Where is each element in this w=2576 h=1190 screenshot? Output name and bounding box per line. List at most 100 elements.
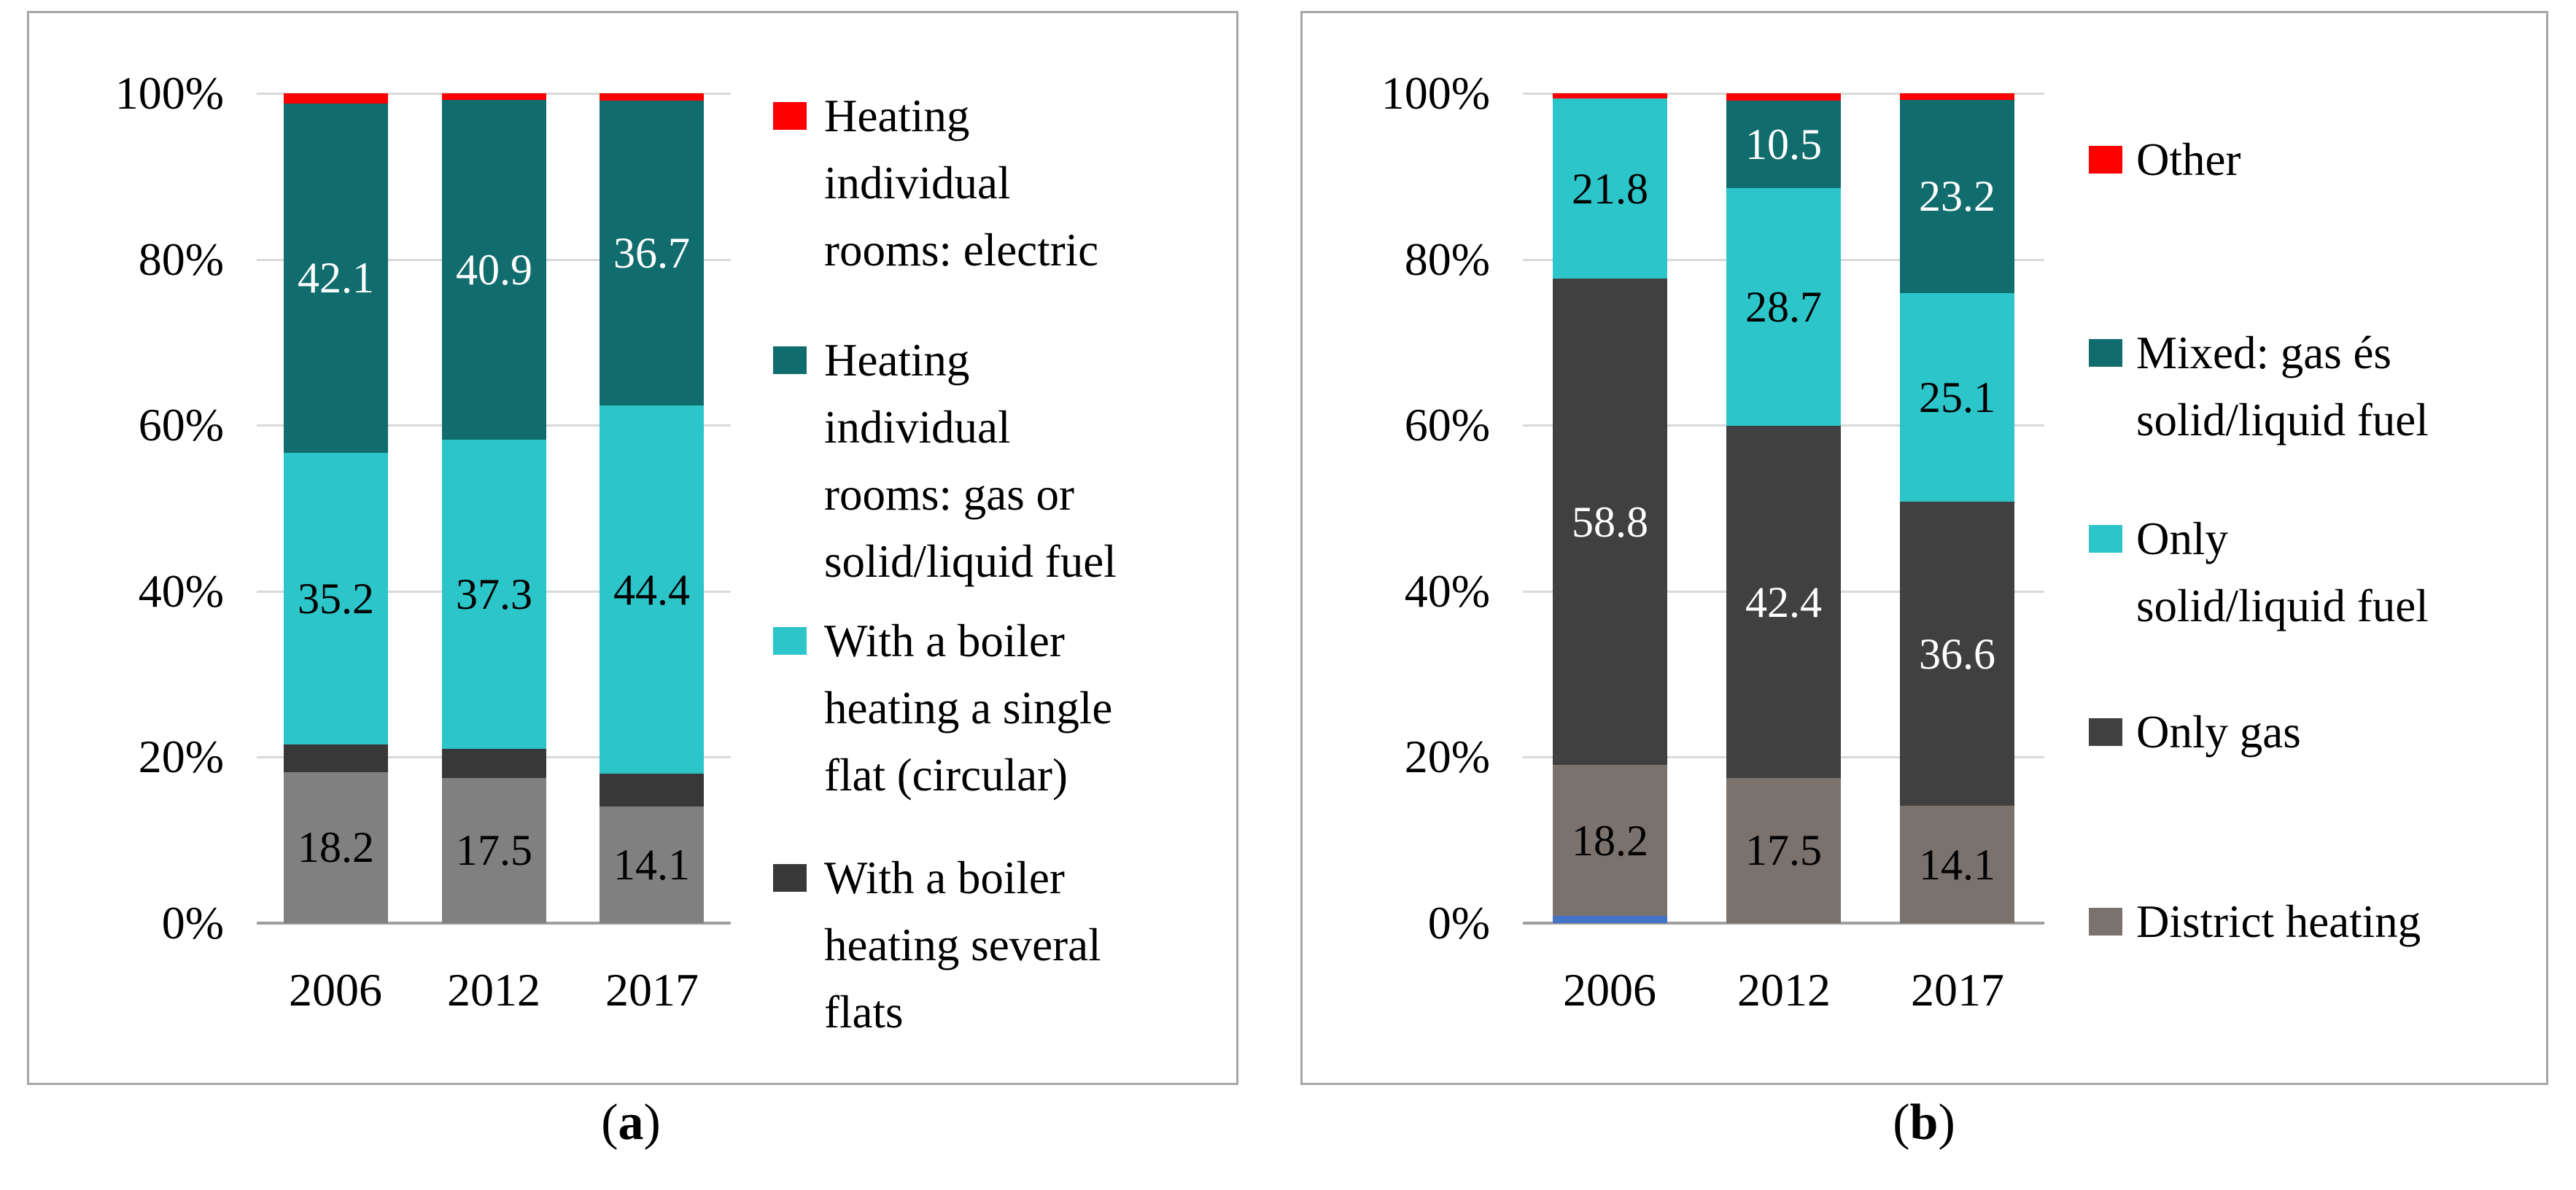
legend-item-label: Only solid/liquid fuel: [2136, 505, 2429, 639]
x-axis-tick-label: 2017: [605, 964, 699, 1016]
bar-segment-value-label: 42.1: [298, 254, 374, 303]
legend-item-line: Heating: [824, 90, 970, 141]
bar-segment: [1726, 93, 1841, 101]
legend-item-line: Mixed: gas és: [2136, 327, 2391, 378]
legend-item-label: Heating individual rooms: electric: [824, 82, 1098, 284]
legend-item-line: flats: [824, 987, 904, 1038]
legend-swatch-icon: [773, 864, 807, 892]
bar-segment-value-label: 58.8: [1572, 497, 1648, 546]
y-axis-tick-label: 60%: [1404, 399, 1490, 451]
caption-open: (: [1893, 1094, 1910, 1151]
chart-panel-b: 100% 80% 60% 40% 20% 0% 18.2 58.8 21.8 2006 17.5 42…: [1300, 11, 2548, 1085]
bar-segment-value-label: 36.7: [613, 229, 690, 278]
bar-segment: 18.2: [1553, 765, 1667, 916]
bar-segment: 36.6: [1900, 501, 2014, 806]
legend-item-line: heating a single: [824, 682, 1113, 734]
legend-swatch-icon: [2089, 525, 2122, 553]
legend-item-label: With a boiler heating a single flat (circu…: [824, 607, 1112, 809]
bar-segment: 44.4: [600, 405, 704, 774]
bar-segment: 23.2: [1900, 100, 2014, 293]
bar-segment: 25.1: [1900, 292, 2014, 502]
bar-segment: [442, 749, 546, 778]
bar-segment: [1900, 93, 2014, 101]
legend-swatch-icon: [773, 346, 807, 374]
bar-segment: 17.5: [1726, 777, 1841, 923]
bar-segment: 42.1: [284, 103, 388, 453]
x-axis-tick-label: 2012: [447, 964, 540, 1016]
bar-segment-value-label: 14.1: [1919, 840, 1995, 889]
legend-item-label: Heating individual rooms: gas or solid/liqu…: [824, 327, 1117, 595]
x-axis-tick-label: 2012: [1737, 964, 1831, 1016]
bar-segment: 40.9: [442, 100, 546, 440]
y-axis-tick-label: 60%: [138, 399, 224, 451]
bar-segment-value-label: 37.3: [456, 569, 532, 618]
legend-item-line: Other: [2136, 134, 2241, 185]
y-axis-tick-label: 80%: [1404, 233, 1490, 285]
legend-swatch-icon: [2089, 339, 2122, 367]
legend-swatch-icon: [773, 627, 807, 655]
x-axis-tick-label: 2017: [1911, 964, 2004, 1016]
x-axis-line: [1523, 922, 2044, 925]
stacked-bar-2006: 18.2 35.2 42.1: [284, 93, 388, 923]
bar-segment: [1553, 93, 1667, 98]
legend-swatch-icon: [2089, 908, 2122, 936]
bar-segment: 58.8: [1553, 279, 1667, 766]
caption-letter: b: [1909, 1094, 1939, 1151]
y-axis-tick-label: 100%: [1381, 67, 1490, 119]
bar-segment-value-label: 36.6: [1919, 629, 1995, 678]
stacked-bar-2017: 14.1 44.4 36.7: [600, 93, 704, 923]
y-axis-tick-label: 0%: [1427, 897, 1490, 949]
bar-segment: 17.5: [442, 777, 546, 923]
legend-item-line: District heating: [2136, 896, 2421, 947]
legend-item-label: Other: [2136, 126, 2241, 193]
legend-item-line: rooms: electric: [824, 225, 1099, 276]
stacked-bar-2012: 17.5 37.3 40.9: [442, 93, 546, 923]
bar-segment: 42.4: [1726, 426, 1841, 778]
legend-swatch-icon: [773, 102, 807, 130]
bar-segment: 18.2: [284, 771, 388, 923]
bar-segment-value-label: 17.5: [456, 826, 532, 875]
panel-caption-a: (a): [521, 1094, 740, 1152]
caption-open: (: [601, 1094, 618, 1151]
x-axis-tick-label: 2006: [1563, 964, 1656, 1016]
legend-item-line: Only gas: [2136, 707, 2301, 758]
legend-item-label: Only gas: [2136, 699, 2301, 766]
bar-segment-value-label: 25.1: [1919, 373, 1995, 421]
y-axis-tick-label: 0%: [161, 897, 224, 949]
bar-segment: 10.5: [1726, 101, 1841, 188]
bar-segment-value-label: 23.2: [1919, 172, 1995, 221]
bar-segment: [284, 93, 388, 104]
legend-swatch-icon: [2089, 146, 2122, 174]
caption-close: ): [643, 1094, 661, 1151]
panel-caption-b: (b): [1815, 1094, 2033, 1152]
bar-segment-value-label: 10.5: [1745, 120, 1822, 169]
bar-segment: [284, 744, 388, 772]
y-axis-tick-label: 40%: [138, 565, 224, 617]
y-axis-tick-label: 80%: [138, 233, 224, 285]
bar-segment-value-label: 18.2: [1572, 816, 1648, 865]
bar-segment: [600, 774, 704, 806]
x-axis-tick-label: 2006: [289, 964, 382, 1016]
stacked-bar-2012: 17.5 42.4 28.7 10.5: [1726, 93, 1841, 923]
legend-item-line: heating several: [824, 919, 1101, 971]
bar-segment: 37.3: [442, 439, 546, 750]
legend-item-line: rooms: gas or: [824, 469, 1074, 520]
bar-segment: [1553, 915, 1667, 923]
bar-segment-value-label: 18.2: [298, 823, 374, 872]
bar-segment: 14.1: [1900, 806, 2014, 923]
bar-segment: 14.1: [600, 806, 704, 923]
legend-item-line: individual: [824, 158, 1011, 209]
legend-item-line: With a boiler: [824, 615, 1065, 666]
bar-segment: 28.7: [1726, 187, 1841, 427]
bar-segment-value-label: 42.4: [1745, 578, 1822, 626]
legend-item-line: solid/liquid fuel: [2136, 580, 2429, 631]
bar-segment-value-label: 44.4: [613, 565, 690, 614]
legend-item-label: With a boiler heating several flats: [824, 844, 1101, 1046]
y-axis-tick-label: 100%: [115, 67, 224, 119]
bar-segment-value-label: 14.1: [613, 840, 690, 889]
legend-item-line: Only: [2136, 513, 2228, 564]
stacked-bar-2006: 18.2 58.8 21.8: [1553, 93, 1667, 923]
legend-item-line: With a boiler: [824, 852, 1065, 903]
bar-segment: 35.2: [284, 452, 388, 745]
stacked-bar-2017: 14.1 36.6 25.1 23.2: [1900, 93, 2014, 923]
